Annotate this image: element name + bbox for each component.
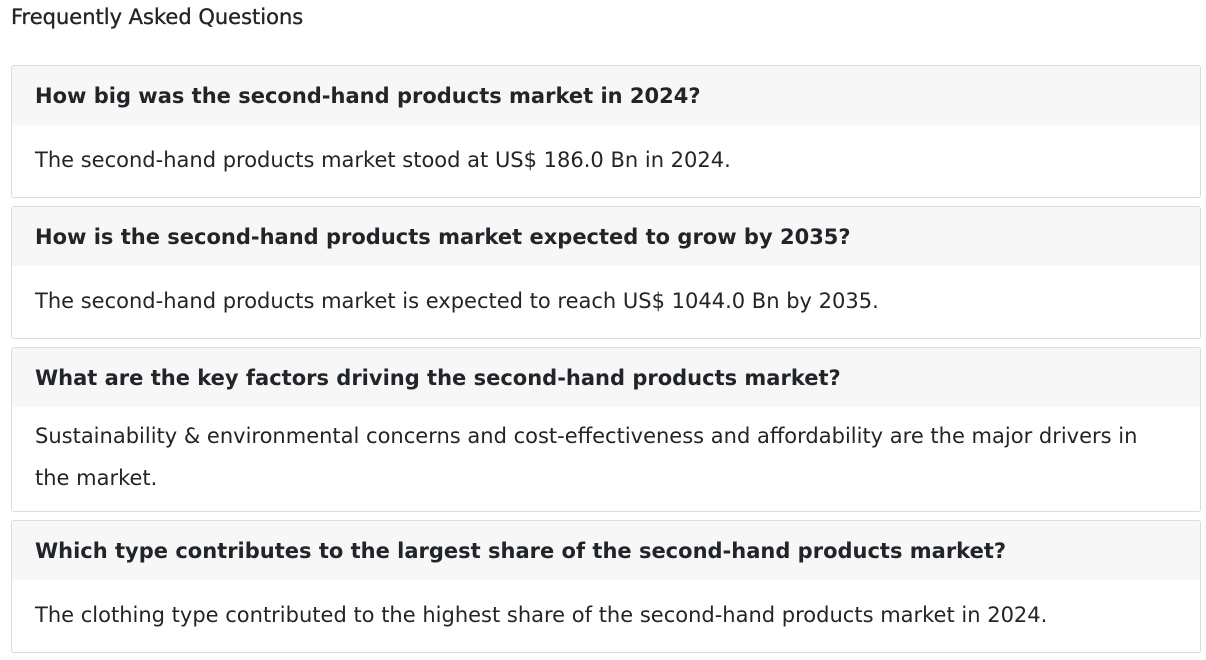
- faq-item: What are the key factors driving the sec…: [11, 347, 1201, 512]
- faq-answer: The clothing type contributed to the hig…: [35, 603, 1048, 627]
- faq-answer: The second-hand products market stood at…: [35, 148, 731, 172]
- faq-question[interactable]: Which type contributes to the largest sh…: [12, 521, 1200, 580]
- faq-item: Which type contributes to the largest sh…: [11, 520, 1201, 653]
- faq-answer: The second-hand products market is expec…: [35, 289, 879, 313]
- page-title: Frequently Asked Questions: [11, 5, 304, 29]
- faq-question[interactable]: How big was the second-hand products mar…: [12, 66, 1200, 125]
- faq-answer: Sustainability & environmental concerns …: [35, 424, 1138, 490]
- faq-question[interactable]: How is the second-hand products market e…: [12, 207, 1200, 266]
- faq-list: How big was the second-hand products mar…: [11, 65, 1201, 660]
- faq-question[interactable]: What are the key factors driving the sec…: [12, 348, 1200, 407]
- faq-item: How is the second-hand products market e…: [11, 206, 1201, 339]
- faq-item: How big was the second-hand products mar…: [11, 65, 1201, 198]
